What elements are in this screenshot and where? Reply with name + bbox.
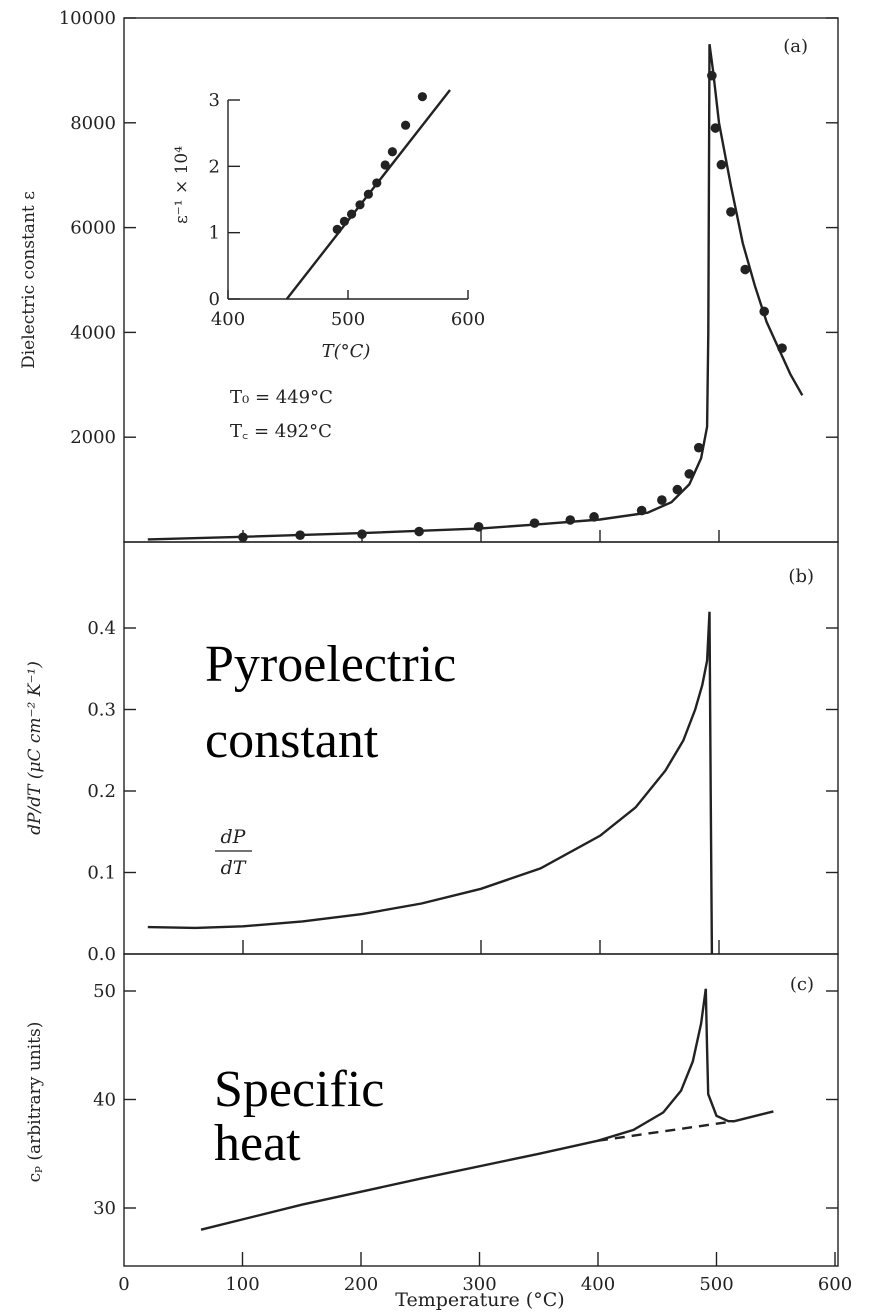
panel-c-curve — [734, 1110, 774, 1123]
panel-c-xtick-label: 600 — [818, 1274, 852, 1295]
panel-b-ytick-label: 0.2 — [87, 781, 116, 802]
panel-a-point — [636, 505, 647, 516]
panel-a-curve — [147, 44, 804, 541]
panel-a-point — [726, 207, 736, 217]
panel-c-tag: (c) — [790, 974, 814, 995]
panel-a-annotation-t0: T₀ = 449°C — [230, 387, 333, 408]
panel-a-point — [693, 442, 704, 453]
panel-b-ytick-label: 0.3 — [87, 700, 116, 721]
panel-c-xtick-label: 500 — [699, 1274, 733, 1295]
panel-c-label-line2: heat — [214, 1115, 301, 1172]
panel-a-point — [589, 512, 599, 522]
panel-a-ytick-label: 10000 — [59, 8, 116, 29]
panel-b-formula: dP dT — [215, 826, 252, 879]
panel-a-point — [740, 264, 750, 275]
panel-b-ytick-label: 0.0 — [87, 944, 116, 965]
panel-a-ylabel: Dielectric constant ε — [19, 191, 39, 369]
inset-points — [332, 92, 427, 234]
inset-ytick-label: 3 — [209, 90, 220, 111]
panel-a-point — [295, 530, 305, 540]
panel-a-ytick-label: 8000 — [70, 113, 116, 134]
panel-a-point — [672, 484, 683, 495]
panel-a-annotation-tc: T꜀ = 492°C — [230, 421, 332, 442]
panel-b: 0.00.10.20.30.4 dP/dT (μC cm⁻² K⁻¹) (b) … — [25, 541, 839, 965]
panel-c: 30 40 50 0 100 200 300 400 500 600 cₚ (arbitrary… — [25, 953, 852, 1311]
panel-c-xtick-label: 100 — [225, 1274, 259, 1295]
inset-point — [332, 224, 342, 234]
panel-b-label-line2: constant — [205, 712, 379, 769]
panel-a-point — [716, 159, 727, 170]
inset-x-ticks: 400 500 600 — [211, 290, 485, 330]
panel-a-point — [238, 532, 248, 543]
panel-b-ylabel: dP/dT (μC cm⁻² K⁻¹) — [25, 661, 45, 835]
inset-ytick-label: 2 — [209, 156, 220, 177]
panel-b-tag: (b) — [788, 566, 814, 587]
panel-a-ytick-label: 4000 — [70, 322, 116, 343]
panel-a-point — [684, 469, 695, 479]
panel-c-baseline-dashed — [597, 1120, 735, 1142]
panel-a-point — [529, 518, 540, 528]
panel-c-xlabel: Temperature (°C) — [395, 1289, 564, 1311]
panel-c-ylabel: cₚ (arbitrary units) — [25, 1022, 45, 1183]
panel-a-point — [710, 123, 721, 133]
panel-c-y-ticks: 30 40 50 — [93, 981, 838, 1219]
inset-point — [372, 178, 382, 188]
panel-c-frame — [123, 953, 839, 1267]
panel-a-point — [565, 515, 576, 525]
inset-point — [387, 147, 397, 157]
inset-ylabel: ε⁻¹ × 10⁴ — [172, 146, 192, 224]
inset-xlabel: T(°C) — [322, 341, 371, 362]
inset-xtick-label: 500 — [331, 309, 365, 330]
panel-c-xtick-label: 200 — [344, 1274, 378, 1295]
panel-c-x-ticks: 0 100 200 300 400 500 600 — [118, 1252, 852, 1295]
inset-xtick-label: 400 — [211, 309, 245, 330]
panel-a-point — [777, 343, 787, 353]
inset-point — [363, 189, 373, 199]
inset-point — [347, 209, 357, 219]
inset-point — [339, 216, 349, 226]
panel-a-point — [473, 522, 484, 532]
panel-c-ytick-label: 50 — [93, 981, 116, 1002]
inset-ytick-label: 0 — [209, 289, 220, 310]
panel-a-frame — [123, 17, 839, 543]
panel-a-x-ticks — [242, 530, 720, 542]
panel-b-x-ticks — [242, 940, 720, 954]
panel-b-ytick-label: 0.1 — [87, 863, 116, 884]
inset-point — [401, 120, 411, 130]
panel-b-ytick-label: 0.4 — [87, 618, 116, 639]
panel-b-label-line1: Pyroelectric — [205, 636, 456, 693]
panel-c-ytick-label: 30 — [93, 1198, 116, 1219]
panel-b-formula-numerator: dP — [221, 826, 247, 848]
inset-ytick-label: 1 — [209, 223, 220, 244]
inset-point — [417, 92, 427, 102]
panel-a-point — [759, 306, 770, 317]
panel-c-xtick-label: 300 — [462, 1274, 496, 1295]
panel-c-curves — [200, 988, 774, 1231]
panel-a-ytick-label: 2000 — [70, 427, 116, 448]
panel-a-point — [357, 529, 367, 539]
panel-a-ytick-label: 6000 — [70, 218, 116, 239]
panel-b-y-ticks: 0.0 0.1 0.2 0.3 0.4 — [87, 618, 838, 965]
panel-a-tag: (a) — [783, 36, 808, 57]
inset-xtick-label: 600 — [451, 309, 485, 330]
inset-y-ticks: 0 1 2 3 — [209, 90, 240, 310]
inset-point — [355, 200, 365, 210]
panel-b-formula-denominator: dT — [221, 857, 247, 879]
inset: 0 1 2 3 400 500 600 ε⁻¹ × 10⁴ T(°C) — [172, 89, 485, 362]
panel-a-points — [238, 70, 787, 543]
panel-c-curve — [200, 988, 735, 1231]
panel-c-xtick-label: 0 — [118, 1274, 129, 1295]
inset-point — [380, 160, 390, 170]
panel-c-xtick-label: 400 — [581, 1274, 615, 1295]
panel-a-point — [657, 495, 667, 505]
panel-a-point — [707, 70, 717, 81]
panel-a-point — [414, 526, 424, 537]
panel-c-ytick-label: 40 — [93, 1090, 116, 1111]
panel-c-label-line1: Specific — [214, 1061, 384, 1118]
panel-b-curve — [147, 611, 714, 955]
